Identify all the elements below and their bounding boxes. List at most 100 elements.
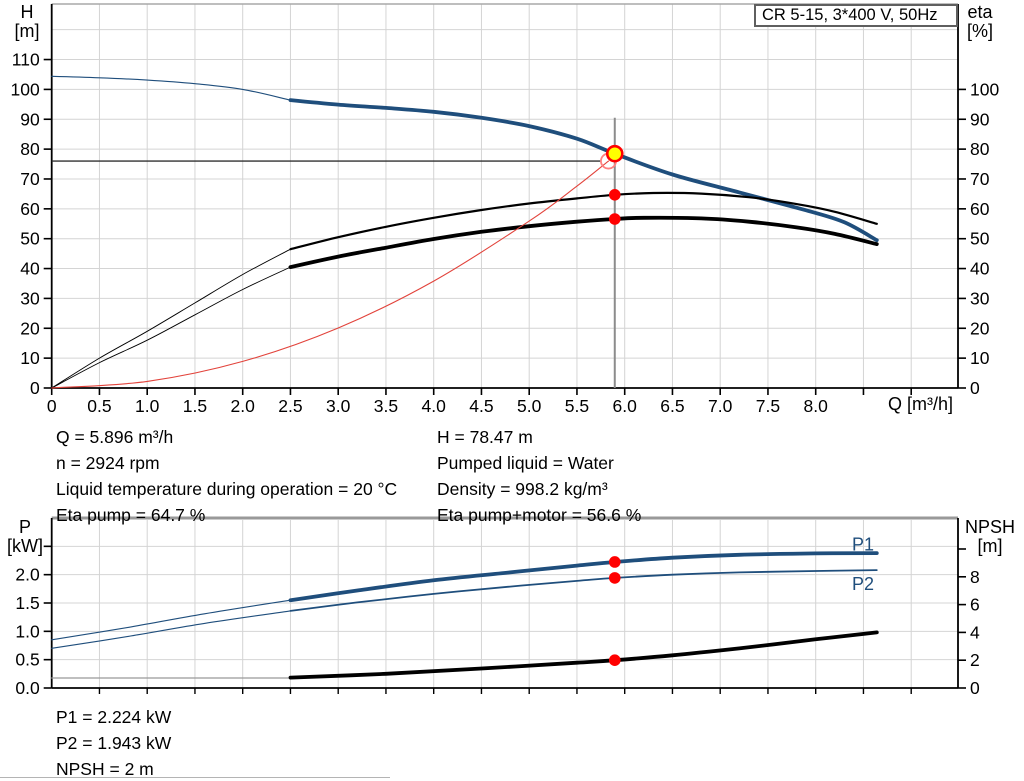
q-tick-label: 7.0 (708, 396, 733, 416)
eta-tick-label: 0 (970, 378, 980, 398)
chart-title-box: CR 5-15, 3*400 V, 50Hz (754, 4, 958, 27)
q-tick-label: 4.0 (422, 396, 447, 416)
duty-npsh: NPSH = 2 m (56, 759, 154, 779)
power-duty-marker (608, 572, 621, 584)
q-tick-label: 3.5 (374, 396, 398, 416)
npsh-tick-label: 2 (970, 650, 980, 670)
eta-tick-label: 50 (970, 229, 990, 249)
eta-pump-curve (289, 191, 878, 251)
q-tick-label: 2.0 (231, 396, 256, 416)
npsh-axis-unit-line1: NPSH (964, 517, 1015, 537)
p-tick-label: 2.0 (15, 565, 40, 585)
h-tick-label: 30 (20, 288, 40, 308)
duty-info-left: Q = 5.896 m³/h n = 2924 rpm Liquid tempe… (56, 424, 397, 528)
h-tick-label: 90 (20, 109, 40, 129)
p-tick-label: 1.0 (15, 621, 40, 641)
eta-pump-curve-thin (51, 248, 291, 389)
q-tick-label: 1.0 (135, 396, 160, 416)
p2-curve (289, 569, 878, 612)
p2-curve-thin (51, 610, 292, 649)
h-tick-label: 40 (20, 259, 40, 279)
npsh-tick-label: 6 (970, 595, 980, 615)
q-tick-label: 6.5 (660, 396, 684, 416)
curve-label-p1: P1 (852, 534, 874, 554)
duty-density: Density = 998.2 kg/m³ (437, 479, 608, 499)
duty-speed: n = 2924 rpm (56, 453, 160, 473)
eta-tick-label: 20 (970, 318, 990, 338)
npsh-tick-label: 0 (970, 678, 980, 698)
h-axis-unit-line1: H (20, 2, 34, 22)
q-tick-label: 1.5 (183, 396, 207, 416)
p1-curve (288, 551, 879, 603)
npsh-axis-unit: NPSH [m] (958, 518, 1022, 556)
eta-tick-label: 100 (970, 79, 999, 99)
h-tick-label: 110 (12, 50, 40, 70)
h-tick-label: 0 (30, 378, 40, 398)
qh-curve-thin (51, 75, 292, 101)
eta-pump-motor-curve-thin (51, 266, 291, 389)
duty-h: H = 78.47 m (437, 427, 533, 447)
q-tick-label: 7.5 (756, 396, 780, 416)
p-axis-unit-line2: [kW] (7, 536, 43, 556)
p-axis-unit: P [kW] (2, 518, 48, 556)
duty-liquid-temp: Liquid temperature during operation = 20… (56, 479, 398, 499)
npsh-tick-label: 4 (970, 622, 980, 642)
eta-tick-label: 60 (970, 199, 990, 219)
npsh-axis-unit-line2: [m] (977, 536, 1003, 556)
h-axis-unit: H [m] (6, 3, 48, 41)
duty-q: Q = 5.896 m³/h (56, 427, 174, 447)
h-tick-label: 10 (20, 348, 40, 368)
duty-info-right: H = 78.47 m Pumped liquid = Water Densit… (437, 424, 641, 528)
curve-label-p2: P2 (852, 574, 874, 594)
npsh-tick-label: 8 (970, 567, 980, 587)
eta-axis-unit-line1: eta (967, 2, 993, 22)
npsh-curve (288, 630, 879, 680)
p1-curve-thin (51, 599, 292, 641)
eta-duty-marker (608, 189, 621, 201)
h-tick-label: 100 (10, 79, 39, 99)
power-duty-marker (608, 654, 621, 666)
eta-axis-unit-line2: [%] (966, 21, 993, 41)
eta-tick-label: 30 (970, 288, 990, 308)
p-tick-label: 0.5 (15, 650, 39, 670)
q-tick-label: 4.5 (469, 396, 493, 416)
q-tick-label: 0.5 (87, 396, 111, 416)
q-tick-label: 5.0 (517, 396, 542, 416)
eta-axis-unit: eta [%] (956, 3, 1004, 41)
eta-duty-marker (608, 213, 621, 225)
duty-info-bottom: P1 = 2.224 kW P2 = 1.943 kW NPSH = 2 m (56, 704, 171, 781)
p-axis-unit-line1: P (18, 517, 31, 537)
qh-curve (288, 98, 879, 243)
h-tick-label: 60 (20, 199, 40, 219)
h-tick-label: 50 (20, 229, 40, 249)
eta-tick-label: 80 (970, 139, 990, 159)
eta-tick-label: 10 (970, 348, 990, 368)
duty-pumped-liquid: Pumped liquid = Water (437, 453, 614, 473)
q-tick-label: 6.0 (613, 396, 638, 416)
q-axis-label: Q [m³/h] (887, 394, 953, 414)
p-tick-label: 1.5 (15, 593, 39, 613)
eta-tick-label: 90 (970, 109, 990, 129)
h-axis-unit-line2: [m] (14, 21, 40, 41)
q-tick-label: 0 (47, 396, 57, 416)
q-tick-label: 8.0 (804, 396, 829, 416)
eta-pump-motor-curve (288, 215, 879, 269)
h-tick-label: 70 (20, 169, 40, 189)
duty-p1: P1 = 2.224 kW (56, 707, 172, 727)
duty-point-marker (605, 144, 624, 163)
eta-tick-label: 40 (970, 259, 990, 279)
duty-p2: P2 = 1.943 kW (56, 733, 172, 753)
q-tick-label: 5.5 (565, 396, 589, 416)
duty-eta-pump-motor: Eta pump+motor = 56.6 % (437, 505, 642, 525)
h-tick-label: 20 (20, 318, 40, 338)
bottom-divider (0, 777, 390, 778)
q-tick-label: 3.0 (326, 396, 351, 416)
duty-eta-pump: Eta pump = 64.7 % (56, 505, 206, 525)
p-tick-label: 0.0 (15, 678, 40, 698)
power-duty-marker (608, 556, 621, 568)
system-curve-thin (51, 160, 610, 389)
q-tick-label: 2.5 (278, 396, 302, 416)
eta-tick-label: 70 (970, 169, 990, 189)
